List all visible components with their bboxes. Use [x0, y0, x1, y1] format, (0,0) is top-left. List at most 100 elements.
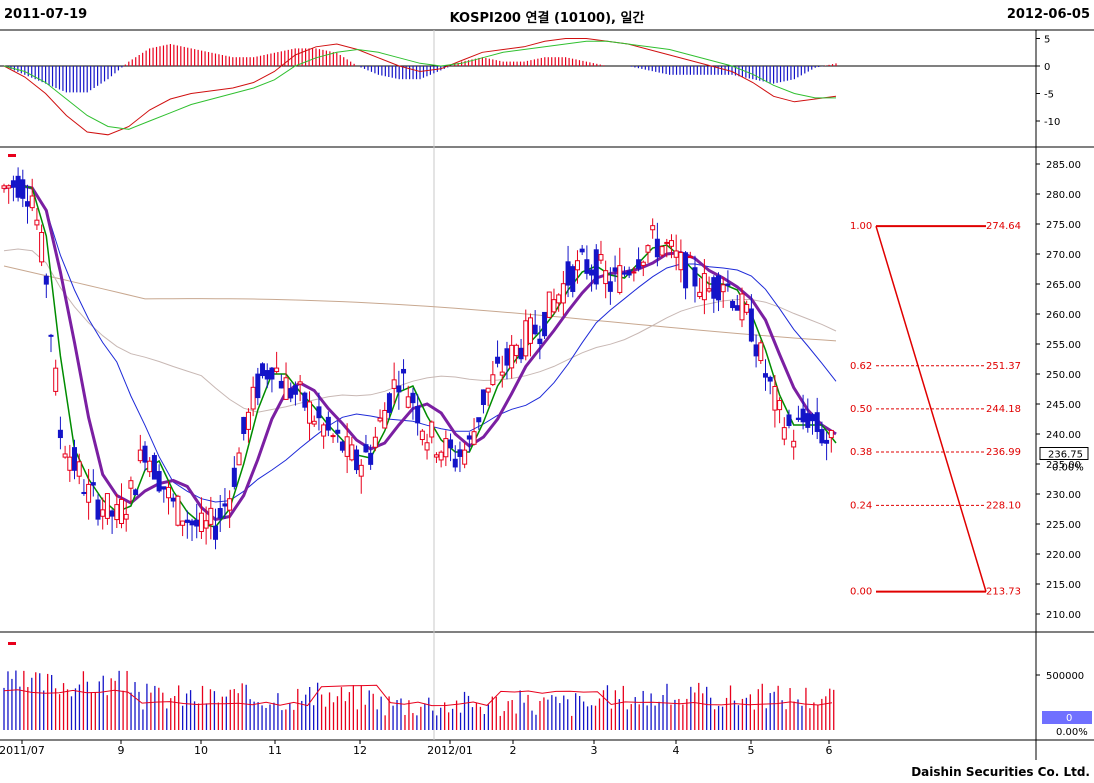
candle-body — [10, 180, 16, 188]
price-tick-label: 210.00 — [1046, 610, 1081, 621]
candle-body — [457, 449, 463, 457]
candle-body — [166, 486, 172, 499]
candle-body — [137, 449, 143, 462]
x-tick-label: 5 — [748, 744, 755, 757]
fib-ratio-label: 0.38 — [850, 447, 872, 458]
price-tick-label: 255.00 — [1046, 340, 1081, 351]
price-tick-label: 280.00 — [1046, 190, 1081, 201]
chart-header: 2011-07-19 KOSPI200 연결 (10100), 일간 2012-… — [0, 0, 1094, 30]
candle-body — [316, 406, 322, 419]
candle-body — [382, 409, 388, 429]
macd-series-line — [3, 40, 836, 130]
candle-body — [368, 452, 374, 465]
candle-body — [269, 367, 275, 380]
candle-body — [109, 510, 115, 517]
candle-body — [603, 270, 609, 285]
candle-body — [504, 348, 510, 366]
candle-body — [490, 374, 496, 386]
candle-body — [53, 367, 59, 392]
candle-body — [227, 498, 233, 511]
candle-body — [730, 300, 736, 309]
current-volume-label: 0 — [1066, 713, 1072, 724]
candle-body — [579, 248, 585, 253]
candle-body — [208, 507, 214, 525]
candle-body — [410, 392, 416, 404]
candle-body — [325, 416, 331, 431]
candle-body — [25, 201, 31, 207]
price-tick-label: 270.00 — [1046, 250, 1081, 261]
candle-body — [668, 240, 674, 247]
candle-body — [678, 252, 684, 271]
candle-body — [795, 417, 801, 420]
candle-body — [297, 381, 303, 385]
candle-body — [706, 288, 712, 292]
candle-body — [777, 400, 783, 411]
candle-body — [76, 461, 82, 477]
candle-body — [828, 429, 834, 439]
candle-body — [133, 489, 139, 496]
ma-5-line — [3, 184, 837, 528]
candle-body — [415, 406, 421, 424]
candle-body — [527, 317, 533, 344]
fib-price-label: 228.10 — [986, 500, 1021, 511]
candle-body — [203, 520, 209, 529]
candle-body — [62, 453, 68, 458]
candle-body — [396, 385, 402, 393]
candle-body — [344, 436, 350, 457]
candle-body — [81, 491, 87, 494]
candle-body — [495, 356, 501, 364]
candle-body — [292, 385, 298, 395]
chart-title: KOSPI200 연결 (10100), 일간 — [449, 11, 645, 26]
candle-body — [142, 445, 148, 463]
candle-body — [471, 431, 477, 445]
ma-60-line — [3, 184, 837, 503]
candle-body — [762, 373, 768, 378]
candle-body — [786, 414, 792, 426]
fib-price-label: 236.99 — [986, 447, 1021, 458]
candle-body — [485, 387, 491, 393]
fib-price-label: 251.37 — [986, 361, 1021, 372]
footer-company: Daishin Securities Co. Ltd. — [911, 765, 1090, 779]
candle-body — [715, 275, 721, 301]
candle-body — [612, 267, 618, 272]
candle-body — [236, 452, 242, 466]
price-tick-label: 235.00 — [1046, 460, 1081, 471]
x-tick-label: 2011/07 — [0, 744, 45, 757]
candle-body — [767, 376, 773, 382]
ma-120-line — [3, 248, 837, 413]
volume-panel-marker — [8, 642, 16, 645]
candle-body — [180, 520, 186, 526]
candle-body — [734, 305, 740, 311]
candle-body — [636, 259, 642, 269]
candle-body — [476, 417, 482, 423]
candle-body — [532, 324, 538, 335]
candle-body — [424, 442, 430, 451]
candle-body — [626, 270, 632, 276]
candle-body — [321, 424, 327, 437]
candle-body — [645, 245, 651, 253]
candle-body — [673, 250, 679, 258]
candle-body — [687, 256, 693, 259]
fib-price-label: 274.64 — [986, 221, 1021, 232]
macd-tick-label: 0 — [1044, 62, 1050, 73]
candle-body — [542, 311, 548, 337]
candle-body — [330, 435, 336, 438]
candle-body — [147, 460, 153, 473]
candle-body — [198, 512, 204, 532]
candle-body — [302, 392, 308, 408]
volume-change-label: 0.00% — [1056, 727, 1088, 738]
candle-body — [372, 436, 378, 448]
candle-body — [570, 266, 576, 292]
fib-ratio-label: 0.00 — [850, 587, 872, 598]
candle-body — [335, 429, 341, 434]
candle-body — [819, 429, 825, 444]
candle-body — [744, 304, 750, 313]
x-tick-label: 2 — [510, 744, 517, 757]
candle-body — [800, 408, 806, 423]
price-tick-label: 265.00 — [1046, 280, 1081, 291]
candle-body — [119, 498, 125, 524]
candle-body — [537, 338, 543, 345]
x-tick-label: 2012/01 — [427, 744, 473, 757]
candle-body — [429, 421, 435, 438]
